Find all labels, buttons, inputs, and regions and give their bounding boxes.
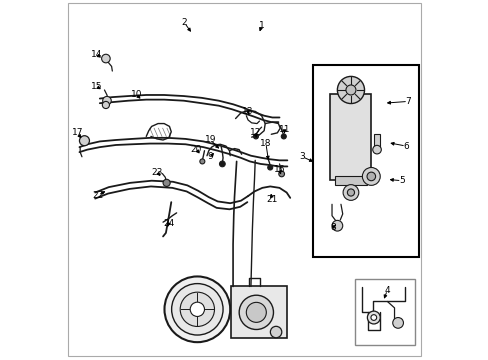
Circle shape bbox=[253, 134, 258, 139]
Circle shape bbox=[163, 179, 170, 186]
Circle shape bbox=[102, 54, 110, 63]
Circle shape bbox=[246, 302, 266, 322]
Text: 24: 24 bbox=[163, 219, 174, 228]
Text: 6: 6 bbox=[402, 141, 408, 150]
Circle shape bbox=[102, 96, 111, 105]
Text: 13: 13 bbox=[242, 107, 253, 116]
Text: 21: 21 bbox=[266, 195, 278, 204]
Text: 8: 8 bbox=[329, 222, 335, 231]
Text: 9: 9 bbox=[207, 152, 213, 161]
Circle shape bbox=[190, 302, 204, 316]
Circle shape bbox=[337, 76, 364, 104]
Circle shape bbox=[219, 161, 225, 167]
Circle shape bbox=[278, 171, 284, 177]
Circle shape bbox=[343, 185, 358, 201]
Bar bbox=[354, 279, 414, 345]
Circle shape bbox=[171, 284, 223, 335]
Bar bbox=[334, 176, 366, 185]
Bar bbox=[313, 65, 418, 257]
Circle shape bbox=[345, 85, 355, 95]
Circle shape bbox=[267, 165, 272, 170]
Bar bbox=[230, 287, 287, 338]
Text: 12: 12 bbox=[249, 129, 261, 138]
Circle shape bbox=[366, 172, 375, 181]
Text: 23: 23 bbox=[151, 168, 163, 177]
Text: 17: 17 bbox=[71, 129, 83, 138]
Text: 16: 16 bbox=[273, 166, 285, 175]
Text: 7: 7 bbox=[405, 97, 410, 106]
Text: 10: 10 bbox=[131, 90, 142, 99]
Bar bbox=[329, 94, 370, 180]
Text: 15: 15 bbox=[90, 82, 102, 91]
Circle shape bbox=[366, 311, 380, 324]
Circle shape bbox=[362, 167, 380, 185]
Text: 3: 3 bbox=[299, 152, 305, 161]
Text: 4: 4 bbox=[384, 285, 389, 294]
Text: 22: 22 bbox=[92, 190, 103, 199]
Circle shape bbox=[392, 318, 403, 328]
Text: 11: 11 bbox=[278, 125, 290, 134]
Text: 5: 5 bbox=[398, 176, 404, 185]
Text: 2: 2 bbox=[182, 18, 187, 27]
Circle shape bbox=[370, 315, 376, 320]
Circle shape bbox=[164, 276, 230, 342]
Circle shape bbox=[80, 136, 89, 146]
Circle shape bbox=[102, 102, 109, 109]
Text: 1: 1 bbox=[258, 21, 264, 30]
Text: 20: 20 bbox=[190, 145, 202, 154]
Circle shape bbox=[200, 159, 204, 164]
Bar bbox=[373, 134, 380, 150]
Circle shape bbox=[346, 189, 354, 196]
Text: 14: 14 bbox=[90, 50, 102, 59]
Circle shape bbox=[331, 220, 342, 231]
Text: 19: 19 bbox=[204, 135, 216, 144]
Circle shape bbox=[372, 145, 381, 154]
Circle shape bbox=[180, 292, 214, 327]
Circle shape bbox=[281, 134, 285, 139]
Circle shape bbox=[239, 295, 273, 329]
Circle shape bbox=[270, 326, 281, 338]
Text: 18: 18 bbox=[260, 139, 271, 148]
